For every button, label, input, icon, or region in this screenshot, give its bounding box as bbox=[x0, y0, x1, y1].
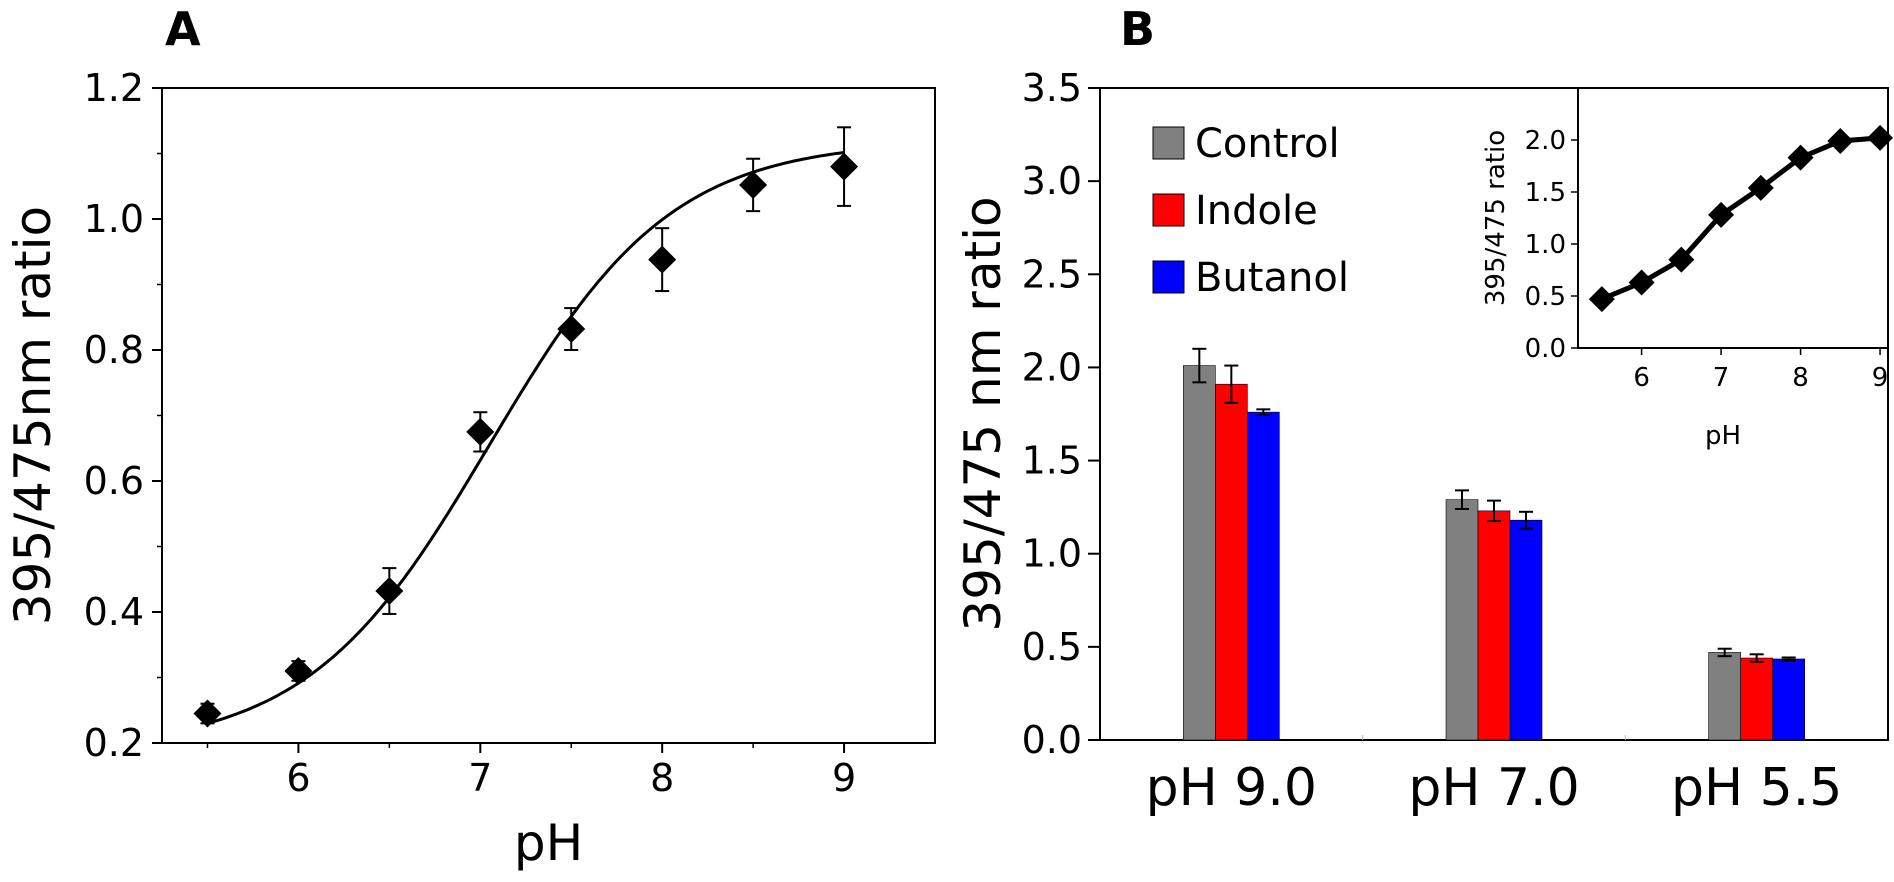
category-label: pH 5.5 bbox=[1671, 758, 1842, 818]
inset-data-point bbox=[1628, 269, 1655, 296]
inset-frame bbox=[1577, 87, 1889, 349]
data-point bbox=[557, 315, 586, 344]
legend-swatch bbox=[1152, 126, 1185, 160]
panel-a-letter: A bbox=[165, 2, 201, 56]
legend-label: Indole bbox=[1195, 188, 1318, 234]
y-tick-label: 1.0 bbox=[84, 197, 144, 241]
inset-x-tick-label: 7 bbox=[1713, 363, 1730, 393]
y-tick-label: 3.5 bbox=[1022, 66, 1082, 110]
y-axis-label: 395/475nm ratio bbox=[4, 206, 62, 625]
data-point bbox=[648, 245, 677, 274]
legend-swatch bbox=[1152, 260, 1185, 294]
category-label: pH 9.0 bbox=[1146, 758, 1317, 818]
y-tick-label: 0.5 bbox=[1022, 625, 1082, 669]
y-tick-label: 3.0 bbox=[1022, 159, 1082, 203]
y-tick-label: 0.0 bbox=[1022, 718, 1082, 762]
panel-a-chart: 0.2 0.4 0.6 0.8 1.0 1.2 6 7 8 9 pH 395/475nm ratio bbox=[4, 66, 936, 872]
y-tick-label: 0.2 bbox=[84, 721, 144, 765]
y-tick-label: 1.2 bbox=[84, 66, 144, 110]
inset-y-tick-label: 0.5 bbox=[1525, 282, 1566, 312]
inset-data-point bbox=[1867, 124, 1894, 151]
bar-control bbox=[1183, 365, 1216, 741]
y-tick-label: 2.0 bbox=[1022, 345, 1082, 389]
x-tick-label: 9 bbox=[832, 756, 856, 800]
x-tick-label: 7 bbox=[468, 756, 492, 800]
x-tick-label: 6 bbox=[286, 756, 310, 800]
legend-swatch bbox=[1152, 193, 1185, 227]
inset-data-point bbox=[1708, 201, 1735, 228]
inset-y-tick-label: 2.0 bbox=[1525, 126, 1566, 156]
panel-b-inset-chart: 0.0 0.5 1.0 1.5 2.0 6 7 8 9 pH 395/475 ratio bbox=[1481, 87, 1894, 451]
data-point bbox=[284, 656, 313, 685]
y-tick-label: 1.5 bbox=[1022, 439, 1082, 483]
fit-curve bbox=[207, 151, 845, 725]
category-label: pH 7.0 bbox=[1408, 758, 1579, 818]
inset-x-tick-label: 6 bbox=[1633, 363, 1650, 393]
y-tick-label: 2.5 bbox=[1022, 252, 1082, 296]
panel-b-chart: 0.0 0.5 1.0 1.5 2.0 2.5 3.0 3.5 395/475 nm ratio… bbox=[954, 66, 1889, 818]
bar-butanol bbox=[1772, 658, 1805, 741]
data-point bbox=[739, 170, 768, 199]
bar-butanol bbox=[1247, 411, 1280, 741]
inset-data-point bbox=[1588, 286, 1615, 313]
data-point bbox=[193, 699, 222, 728]
bar-indole bbox=[1215, 383, 1248, 741]
bar-control bbox=[1708, 652, 1741, 741]
plot-frame bbox=[161, 87, 936, 744]
data-point bbox=[466, 417, 495, 446]
inset-data-point bbox=[1668, 246, 1695, 273]
x-axis-label: pH bbox=[514, 814, 583, 872]
bar-butanol bbox=[1509, 519, 1543, 741]
panel-b-letter: B bbox=[1120, 2, 1155, 56]
x-tick-label: 8 bbox=[650, 756, 674, 800]
inset-y-axis-label: 395/475 ratio bbox=[1481, 130, 1511, 306]
inset-data-point bbox=[1747, 174, 1774, 201]
bar-control bbox=[1445, 499, 1479, 741]
bar-indole bbox=[1740, 657, 1773, 741]
legend-label: Butanol bbox=[1195, 255, 1349, 301]
inset-x-tick-label: 8 bbox=[1792, 363, 1809, 393]
legend: Control Indole Butanol bbox=[1152, 121, 1349, 301]
y-tick-label: 0.6 bbox=[84, 459, 144, 503]
inset-x-tick-label: 9 bbox=[1872, 363, 1889, 393]
inset-y-tick-label: 1.5 bbox=[1525, 178, 1566, 208]
inset-data-point bbox=[1827, 128, 1854, 155]
y-tick-label: 0.4 bbox=[84, 590, 144, 634]
inset-data-point bbox=[1787, 144, 1814, 171]
inset-x-axis-label: pH bbox=[1705, 421, 1741, 451]
bar-indole bbox=[1477, 510, 1511, 741]
inset-y-tick-label: 0.0 bbox=[1525, 334, 1566, 364]
y-tick-label: 1.0 bbox=[1022, 532, 1082, 576]
y-tick-label: 0.8 bbox=[84, 328, 144, 372]
inset-y-tick-label: 1.0 bbox=[1525, 230, 1566, 260]
y-axis-label: 395/475 nm ratio bbox=[954, 196, 1012, 631]
data-point bbox=[375, 577, 404, 606]
legend-label: Control bbox=[1195, 121, 1340, 167]
data-point bbox=[830, 152, 859, 181]
